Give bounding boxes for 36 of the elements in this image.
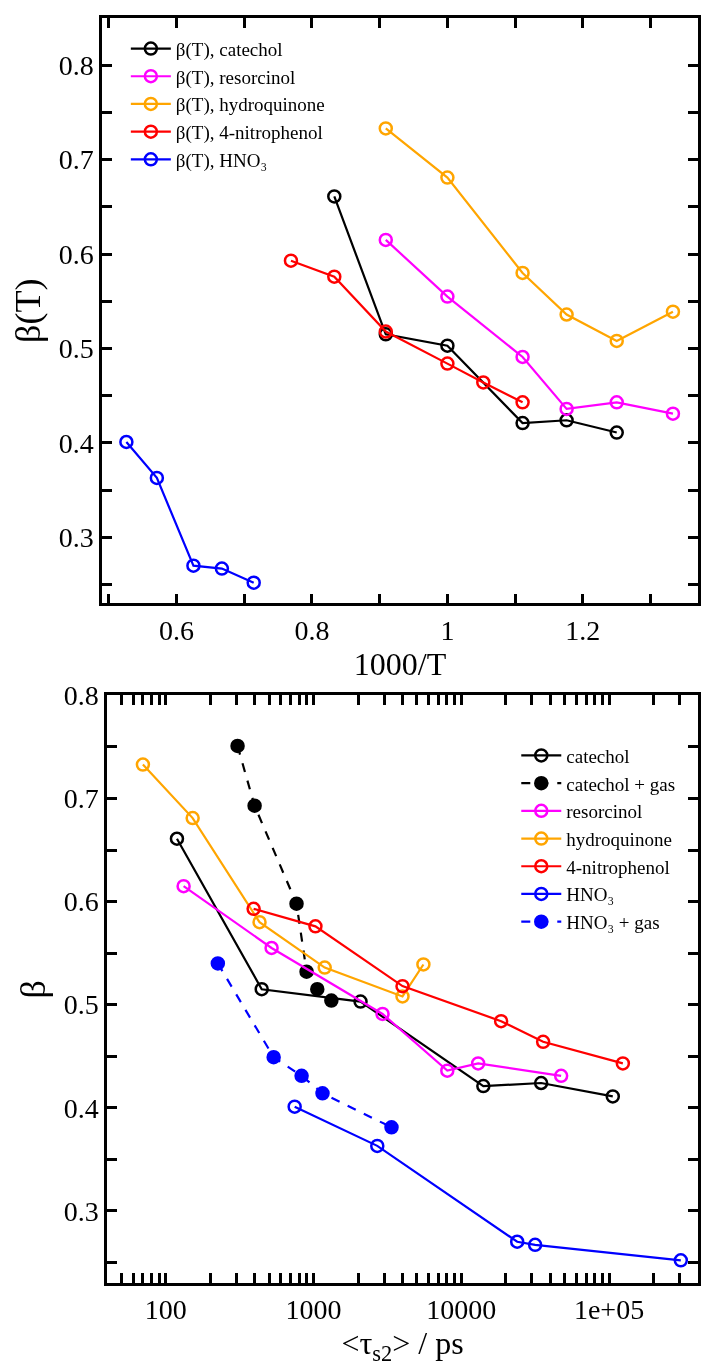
- y-tick-label: 0.7: [58, 144, 94, 176]
- legend-label: hydroquinone: [566, 828, 672, 850]
- y-tick-label: 0.3: [58, 522, 94, 554]
- x-tick-label: 1e+05: [573, 1294, 645, 1326]
- y-tick-label: 0.6: [58, 238, 94, 270]
- y-tick-label: 0.8: [58, 49, 94, 81]
- x-axis-title: <τ$_{s2}$> / ps: [341, 1325, 464, 1367]
- legend-label: HNO₃: [566, 884, 615, 906]
- y-tick-label: 0.4: [58, 427, 94, 459]
- y-axis-title: β: [12, 980, 53, 999]
- x-tick-label: 1: [440, 614, 455, 646]
- legend-label: catechol: [566, 745, 630, 767]
- legend-label: β(T), HNO₃: [175, 149, 268, 172]
- x-tick-label: 1.2: [565, 614, 601, 646]
- legend-label: β(T), 4-nitrophenol: [175, 122, 323, 145]
- legend-label: catechol + gas: [566, 773, 676, 795]
- y-tick-label: 0.5: [63, 989, 99, 1021]
- x-tick-label: 1000: [285, 1294, 342, 1326]
- legend-label: β(T), catechol: [175, 38, 283, 61]
- y-tick-label: 0.3: [63, 1195, 99, 1227]
- x-tick-label: 10000: [426, 1294, 497, 1326]
- y-tick-label: 0.5: [58, 333, 94, 365]
- legend-label: β(T), hydroquinone: [175, 94, 325, 117]
- legend-label: 4-nitrophenol: [566, 856, 670, 878]
- x-tick-label: 0.8: [294, 614, 330, 646]
- y-tick-label: 0.8: [63, 680, 99, 712]
- y-tick-label: 0.7: [63, 783, 99, 815]
- legend-label: resorcinol: [566, 801, 643, 823]
- x-tick-label: 100: [144, 1294, 187, 1326]
- y-tick-label: 0.4: [63, 1092, 99, 1124]
- y-tick-label: 0.6: [63, 886, 99, 918]
- legend-label: β(T), resorcinol: [175, 66, 296, 89]
- x-tick-label: 0.6: [159, 614, 194, 646]
- x-axis-title: 1000/T: [353, 645, 447, 682]
- legend-label: HNO₃ + gas: [566, 912, 660, 934]
- y-axis-title: β(T): [7, 278, 48, 343]
